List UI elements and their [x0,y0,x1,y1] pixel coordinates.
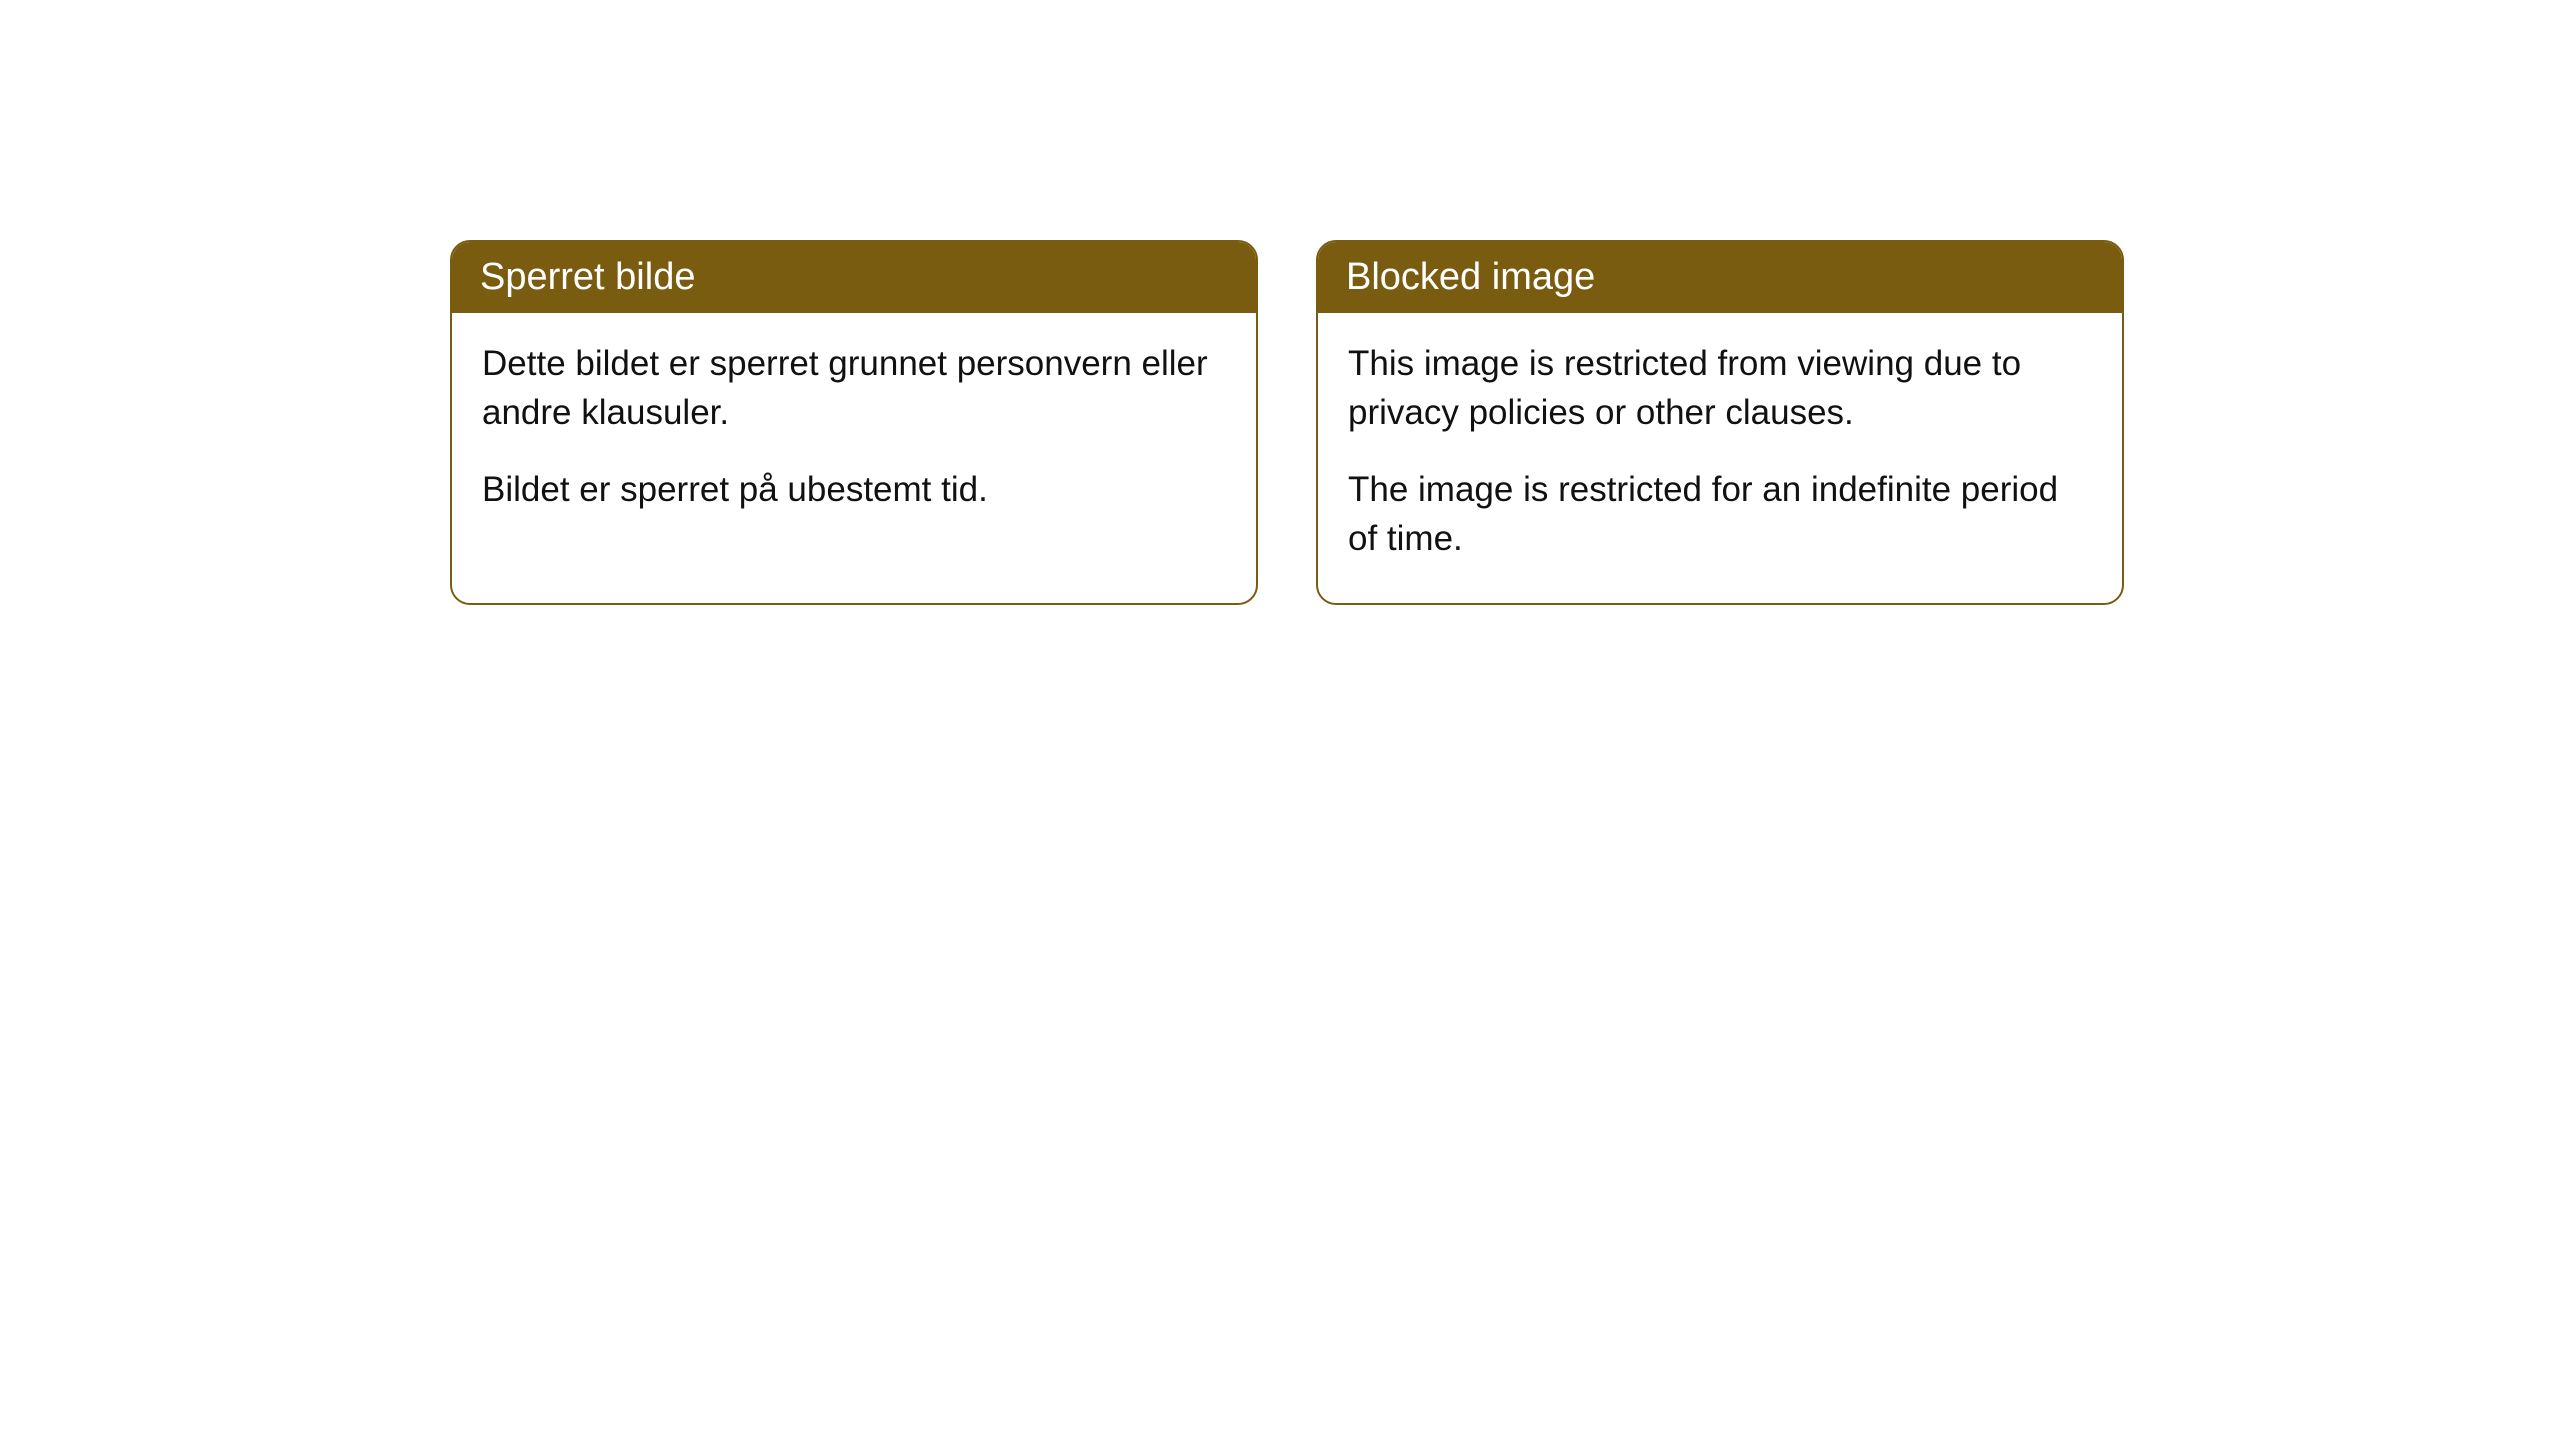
card-title: Blocked image [1346,256,1595,298]
card-header: Sperret bilde [452,242,1256,313]
card-body: Dette bildet er sperret grunnet personve… [452,313,1256,554]
card-paragraph: The image is restricted for an indefinit… [1348,465,2092,563]
card-paragraph: Dette bildet er sperret grunnet personve… [482,339,1226,437]
card-paragraph: This image is restricted from viewing du… [1348,339,2092,437]
card-body: This image is restricted from viewing du… [1318,313,2122,603]
notice-cards-container: Sperret bilde Dette bildet er sperret gr… [450,240,2560,605]
card-title: Sperret bilde [480,256,695,298]
notice-card-english: Blocked image This image is restricted f… [1316,240,2124,605]
card-header: Blocked image [1318,242,2122,313]
notice-card-norwegian: Sperret bilde Dette bildet er sperret gr… [450,240,1258,605]
card-paragraph: Bildet er sperret på ubestemt tid. [482,465,1226,514]
